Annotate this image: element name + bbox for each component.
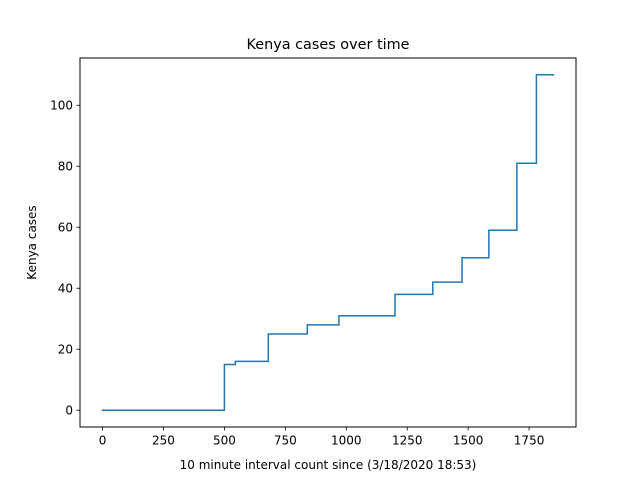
y-tick-label: 20 [58,343,73,357]
y-axis-label: Kenya cases [25,205,39,279]
x-tick-label: 1000 [331,434,362,448]
x-tick-label: 750 [274,434,297,448]
x-tick-label: 250 [152,434,175,448]
y-tick-label: 80 [58,160,73,174]
x-tick-label: 500 [213,434,236,448]
axes-frame [79,57,577,428]
x-tick-label: 1750 [514,434,545,448]
y-tick-label: 0 [65,404,73,418]
x-axis-label: 10 minute interval count since (3/18/202… [180,458,477,472]
series-line-0 [101,74,555,411]
x-axis-ticks: 0 250 500 750 1000 1250 1500 1750 [99,427,545,448]
y-tick-label: 60 [58,221,73,235]
x-tick-label: 0 [99,434,107,448]
plot-area [101,74,555,411]
x-tick-label: 1500 [453,434,484,448]
y-axis-ticks: 0 20 40 60 80 100 [50,99,80,418]
chart-title: Kenya cases over time [247,37,410,53]
x-tick-label: 1250 [392,434,423,448]
y-tick-label: 40 [58,282,73,296]
y-tick-label: 100 [50,99,73,113]
